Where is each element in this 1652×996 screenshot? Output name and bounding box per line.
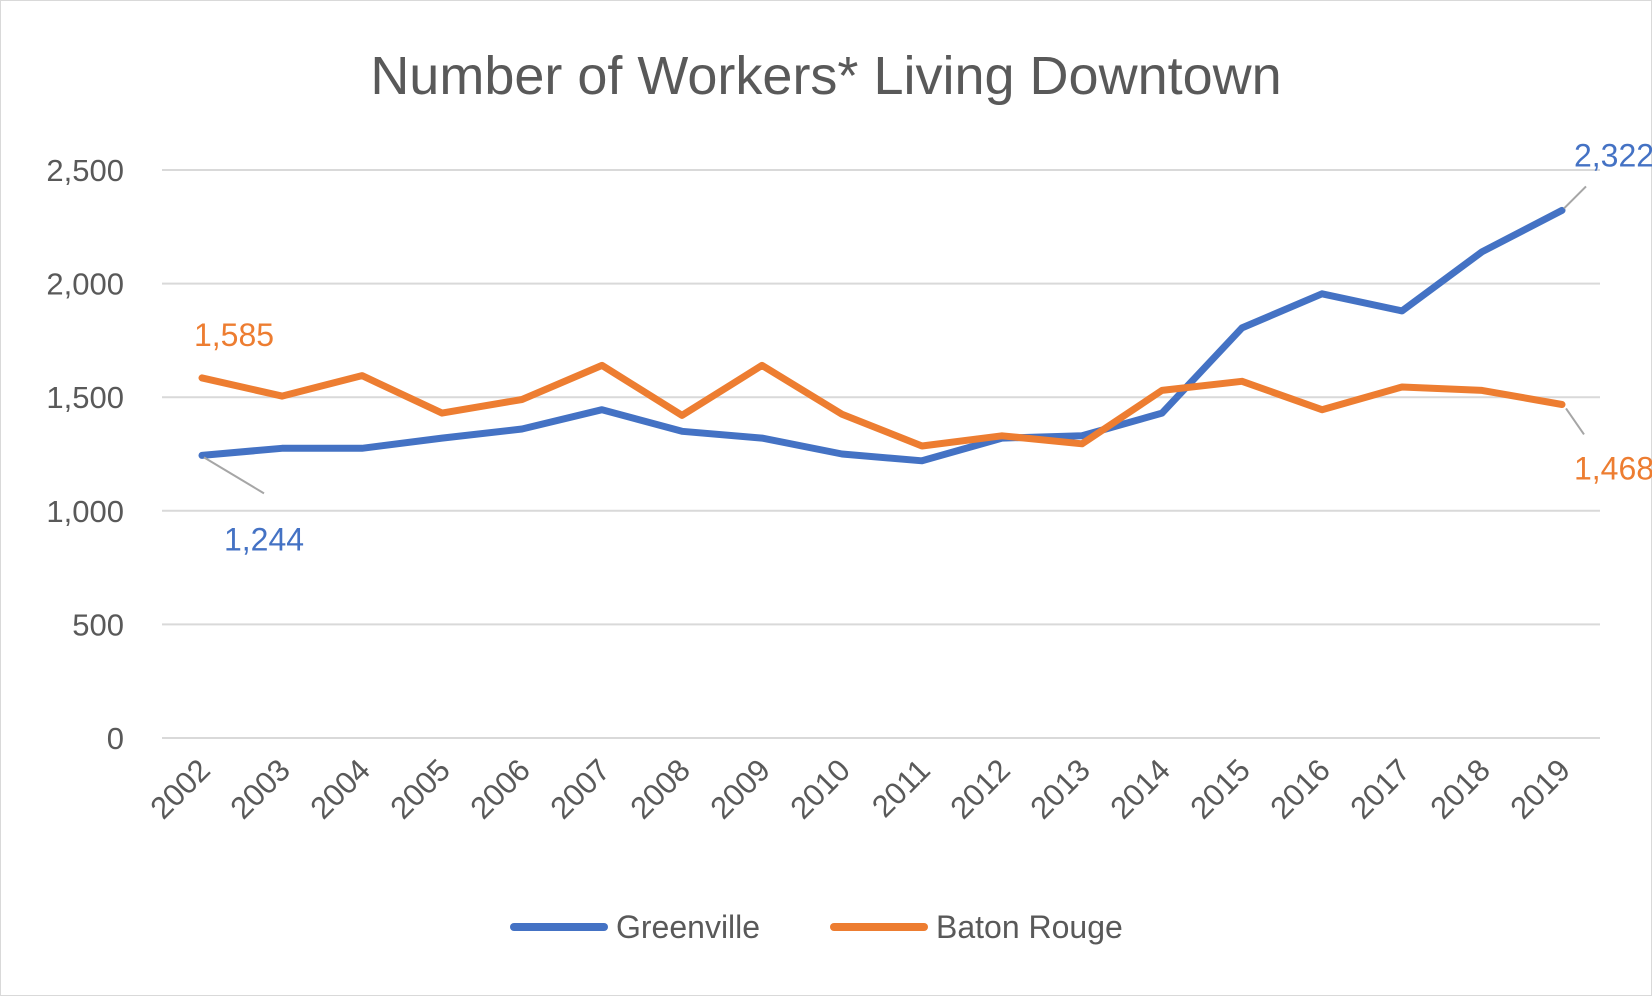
data-label-leader: [1565, 407, 1585, 436]
x-tick-label: 2015: [1183, 752, 1257, 826]
data-label: 1,468: [1574, 450, 1652, 486]
data-label: 1,244: [224, 521, 304, 557]
data-label: 1,585: [194, 317, 274, 353]
data-labels: 1,244 2,322 1,585 1,468: [194, 137, 1652, 557]
y-tick-label: 0: [107, 721, 124, 756]
series-lines: [198, 206, 1566, 465]
y-axis-ticks: 0 500 1,000 1,500 2,000 2,500: [46, 153, 124, 756]
y-tick-label: 2,500: [46, 153, 124, 188]
y-tick-label: 1,500: [46, 380, 124, 415]
x-tick-label: 2008: [623, 752, 697, 826]
data-label-leader: [1563, 185, 1587, 210]
legend: Greenville Baton Rouge: [510, 909, 1123, 945]
data-label: 2,322: [1574, 137, 1652, 173]
y-tick-label: 500: [72, 607, 124, 642]
x-tick-label: 2016: [1263, 752, 1337, 826]
x-tick-label: 2014: [1103, 752, 1177, 826]
x-tick-label: 2010: [783, 752, 857, 826]
x-tick-label: 2007: [543, 752, 617, 826]
legend-label-greenville: Greenville: [616, 909, 760, 945]
x-tick-label: 2002: [143, 752, 217, 826]
x-tick-label: 2009: [703, 752, 777, 826]
x-tick-label: 2017: [1343, 752, 1417, 826]
x-tick-label: 2011: [865, 752, 937, 824]
x-tick-label: 2019: [1503, 752, 1577, 826]
y-tick-label: 1,000: [46, 494, 124, 529]
x-tick-label: 2005: [383, 752, 457, 826]
x-axis-ticks: 2002 2003 2004 2005 2006 2007 2008 2009 2010 2011…: [143, 752, 1577, 826]
x-tick-label: 2012: [943, 752, 1017, 826]
x-tick-label: 2018: [1423, 752, 1497, 826]
series-line-greenville: [198, 206, 1566, 465]
x-tick-label: 2004: [303, 752, 377, 826]
legend-label-baton-rouge: Baton Rouge: [936, 909, 1123, 945]
x-tick-label: 2013: [1023, 752, 1097, 826]
series-line-baton-rouge: [198, 361, 1566, 450]
gridlines: [162, 169, 1600, 739]
y-tick-label: 2,000: [46, 267, 124, 302]
x-tick-label: 2006: [463, 752, 537, 826]
data-label-leader: [203, 456, 265, 495]
chart-title: Number of Workers* Living Downtown: [370, 46, 1281, 106]
x-tick-label: 2003: [223, 752, 297, 826]
